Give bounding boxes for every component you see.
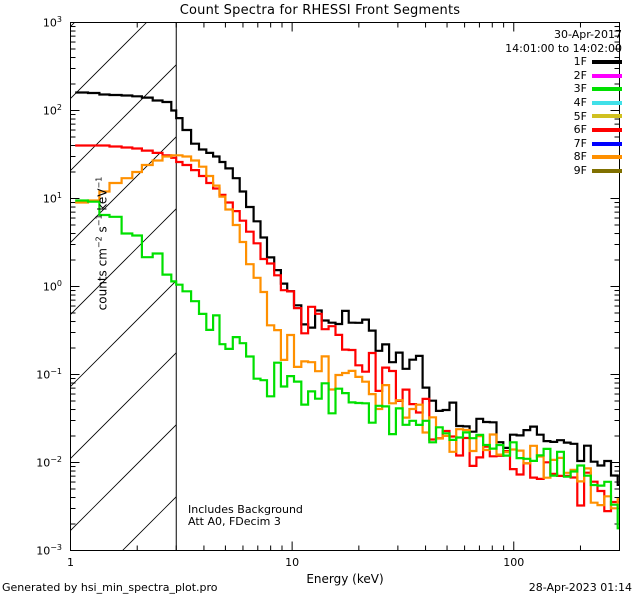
y-tick-label: 10−1 (36, 366, 62, 382)
legend-item-5f[interactable]: 5F (505, 110, 622, 124)
annotation-attenuator: Att A0, FDecim 3 (188, 515, 281, 528)
legend-item-label: 4F (573, 95, 587, 109)
legend: 30-Apr-2017 14:01:00 to 14:02:00 1F 2F 3F 4… (505, 28, 622, 178)
legend-item-8f[interactable]: 8F (505, 150, 622, 164)
legend-item-label: 2F (573, 68, 587, 82)
legend-item-7f[interactable]: 7F (505, 137, 622, 151)
y-tick-label: 103 (42, 14, 62, 30)
y-tick-label: 101 (42, 190, 62, 206)
legend-entries: 1F 2F 3F 4F 5F 6F 7F 8F 9F (505, 55, 622, 177)
footer-timestamp: 28-Apr-2023 01:14 (528, 581, 632, 594)
legend-item-label: 7F (573, 136, 587, 150)
legend-item-label: 8F (573, 150, 587, 164)
footer-generator: Generated by hsi_min_spectra_plot.pro (2, 581, 218, 594)
legend-item-label: 1F (573, 55, 587, 69)
legend-item-1f[interactable]: 1F (505, 55, 622, 69)
legend-interval: 14:01:00 to 14:02:00 (505, 41, 622, 55)
y-axis-label: counts cm−2 s−1 keV−1 (94, 176, 110, 311)
legend-color-swatch (592, 73, 622, 78)
x-axis-label: Energy (keV) (306, 572, 384, 586)
annotation-background: Includes Background (188, 503, 303, 516)
y-tick-label: 10−3 (36, 542, 62, 558)
legend-color-swatch (592, 127, 622, 132)
legend-item-6f[interactable]: 6F (505, 123, 622, 137)
legend-color-swatch (592, 155, 622, 160)
legend-item-label: 6F (573, 123, 587, 137)
legend-color-swatch (592, 87, 622, 92)
legend-item-label: 3F (573, 82, 587, 96)
legend-item-3f[interactable]: 3F (505, 82, 622, 96)
legend-item-9f[interactable]: 9F (505, 164, 622, 178)
legend-color-swatch (592, 100, 622, 105)
legend-color-swatch (592, 114, 622, 119)
y-tick-label: 102 (42, 102, 62, 118)
legend-item-2f[interactable]: 2F (505, 69, 622, 83)
x-tick-label: 1 (67, 556, 74, 569)
legend-item-4f[interactable]: 4F (505, 96, 622, 110)
legend-item-label: 9F (573, 163, 587, 177)
legend-item-label: 5F (573, 109, 587, 123)
legend-color-swatch (592, 141, 622, 146)
x-tick-label: 10 (285, 556, 300, 569)
legend-color-swatch (592, 59, 622, 64)
legend-color-swatch (592, 168, 622, 173)
legend-date: 30-Apr-2017 (553, 28, 622, 41)
y-tick-label: 10−2 (36, 454, 62, 470)
x-tick-label: 100 (503, 556, 525, 569)
y-tick-label: 100 (42, 278, 62, 294)
page-title: Count Spectra for RHESSI Front Segments (179, 3, 461, 18)
